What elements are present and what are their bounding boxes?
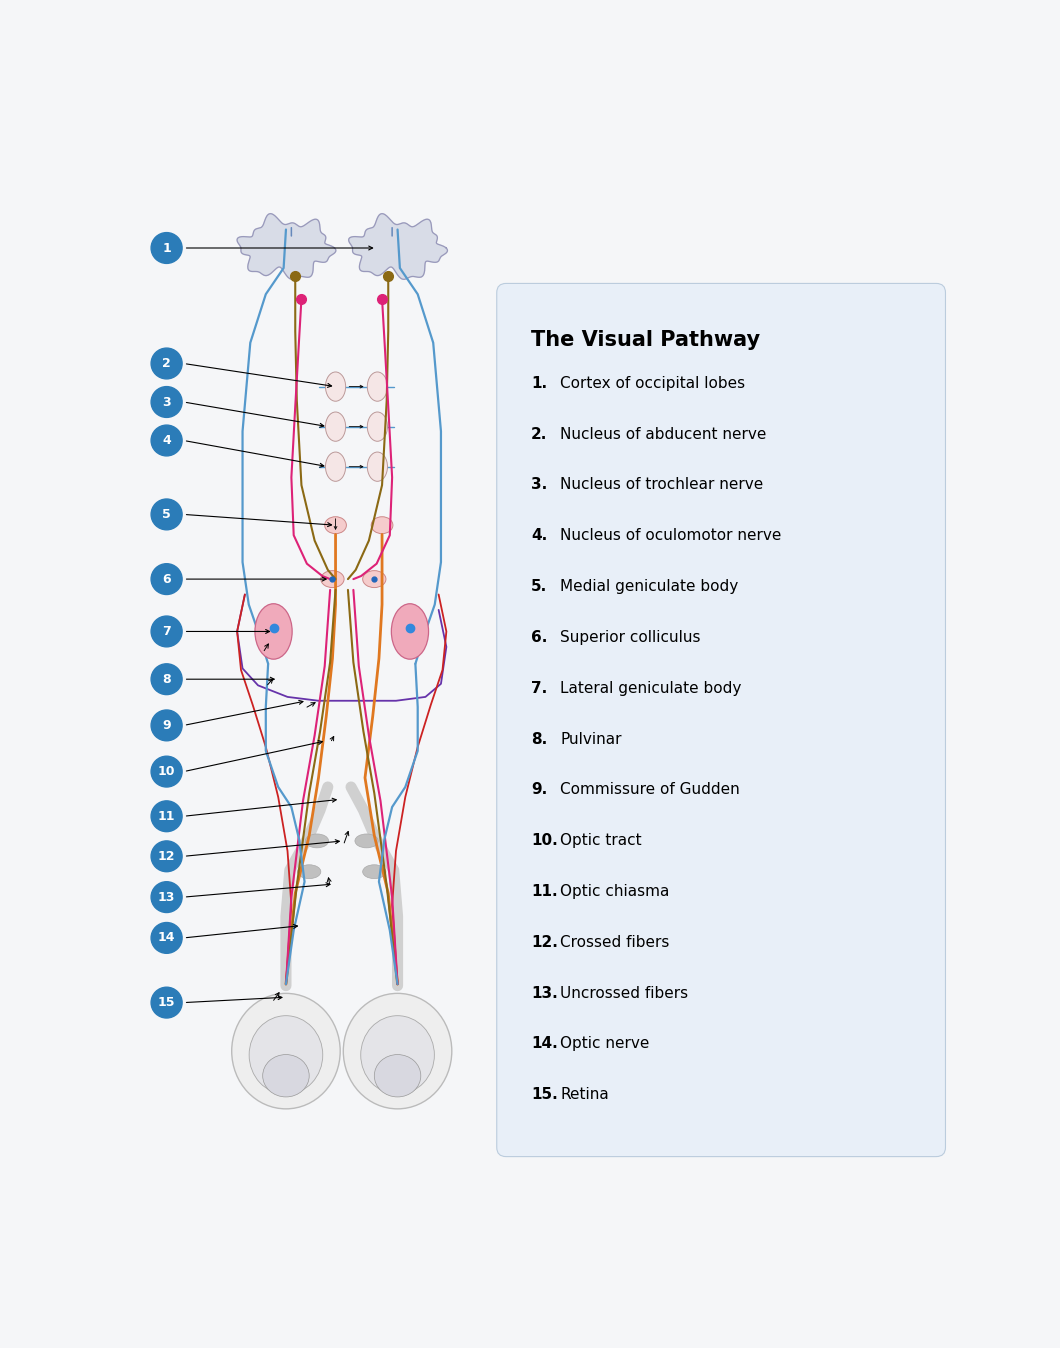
Ellipse shape	[371, 516, 393, 534]
Ellipse shape	[232, 993, 340, 1109]
Text: 7: 7	[162, 625, 171, 638]
Text: 12.: 12.	[531, 936, 558, 950]
Circle shape	[152, 616, 182, 647]
Ellipse shape	[263, 1054, 310, 1097]
Ellipse shape	[368, 412, 388, 441]
Text: Nucleus of oculomotor nerve: Nucleus of oculomotor nerve	[561, 528, 781, 543]
Text: 6.: 6.	[531, 630, 547, 644]
Ellipse shape	[324, 516, 347, 534]
Text: 8: 8	[162, 673, 171, 686]
Text: 6: 6	[162, 573, 171, 585]
Text: Superior colliculus: Superior colliculus	[561, 630, 701, 644]
Ellipse shape	[368, 452, 388, 481]
Ellipse shape	[363, 570, 386, 588]
Text: 12: 12	[158, 849, 175, 863]
Text: Nucleus of trochlear nerve: Nucleus of trochlear nerve	[561, 477, 763, 492]
Text: 4: 4	[162, 434, 171, 448]
Text: Commissure of Gudden: Commissure of Gudden	[561, 782, 740, 798]
Text: Lateral geniculate body: Lateral geniculate body	[561, 681, 742, 696]
Text: 10.: 10.	[531, 833, 558, 848]
Polygon shape	[349, 214, 447, 279]
Text: 11: 11	[158, 810, 175, 822]
Ellipse shape	[363, 865, 386, 879]
Text: 10: 10	[158, 766, 175, 778]
Ellipse shape	[360, 1015, 435, 1095]
Text: The Visual Pathway: The Visual Pathway	[531, 330, 760, 349]
Text: 14: 14	[158, 931, 175, 945]
Text: 13: 13	[158, 891, 175, 903]
Circle shape	[152, 756, 182, 787]
Text: Crossed fibers: Crossed fibers	[561, 936, 670, 950]
Text: 14.: 14.	[531, 1037, 558, 1051]
Circle shape	[152, 882, 182, 913]
Text: 13.: 13.	[531, 985, 558, 1000]
Text: Pulvinar: Pulvinar	[561, 732, 622, 747]
Ellipse shape	[249, 1015, 322, 1095]
Polygon shape	[237, 214, 336, 279]
Circle shape	[152, 710, 182, 741]
Ellipse shape	[374, 1054, 421, 1097]
Text: Nucleus of abducent nerve: Nucleus of abducent nerve	[561, 426, 766, 442]
Circle shape	[152, 387, 182, 418]
Circle shape	[152, 922, 182, 953]
Text: 1.: 1.	[531, 376, 547, 391]
Ellipse shape	[255, 604, 293, 659]
Ellipse shape	[325, 372, 346, 402]
Circle shape	[152, 563, 182, 594]
Text: 2: 2	[162, 357, 171, 369]
Text: Uncrossed fibers: Uncrossed fibers	[561, 985, 688, 1000]
Text: 1: 1	[162, 241, 171, 255]
Ellipse shape	[325, 452, 346, 481]
Text: 5.: 5.	[531, 580, 547, 594]
Text: Medial geniculate body: Medial geniculate body	[561, 580, 739, 594]
Ellipse shape	[368, 372, 388, 402]
Ellipse shape	[325, 412, 346, 441]
Text: Optic nerve: Optic nerve	[561, 1037, 650, 1051]
Circle shape	[152, 841, 182, 872]
Circle shape	[152, 233, 182, 263]
Text: Optic chiasma: Optic chiasma	[561, 884, 670, 899]
Ellipse shape	[298, 865, 321, 879]
Text: 15: 15	[158, 996, 175, 1010]
Text: 9.: 9.	[531, 782, 547, 798]
Circle shape	[152, 801, 182, 832]
Circle shape	[152, 425, 182, 456]
Text: 11.: 11.	[531, 884, 558, 899]
Circle shape	[152, 499, 182, 530]
Text: 8.: 8.	[531, 732, 547, 747]
Ellipse shape	[391, 604, 428, 659]
Circle shape	[152, 987, 182, 1018]
Text: Optic tract: Optic tract	[561, 833, 642, 848]
Circle shape	[152, 348, 182, 379]
Text: 7.: 7.	[531, 681, 547, 696]
Text: Cortex of occipital lobes: Cortex of occipital lobes	[561, 376, 745, 391]
Text: Retina: Retina	[561, 1088, 609, 1103]
Ellipse shape	[321, 570, 344, 588]
Text: 2.: 2.	[531, 426, 547, 442]
Text: 3: 3	[162, 395, 171, 408]
Circle shape	[152, 663, 182, 694]
Text: 3.: 3.	[531, 477, 547, 492]
Ellipse shape	[343, 993, 452, 1109]
Ellipse shape	[355, 834, 378, 848]
Text: 9: 9	[162, 718, 171, 732]
FancyBboxPatch shape	[497, 283, 946, 1157]
Text: 4.: 4.	[531, 528, 547, 543]
Text: 15.: 15.	[531, 1088, 558, 1103]
Ellipse shape	[305, 834, 329, 848]
Text: 5: 5	[162, 508, 171, 520]
